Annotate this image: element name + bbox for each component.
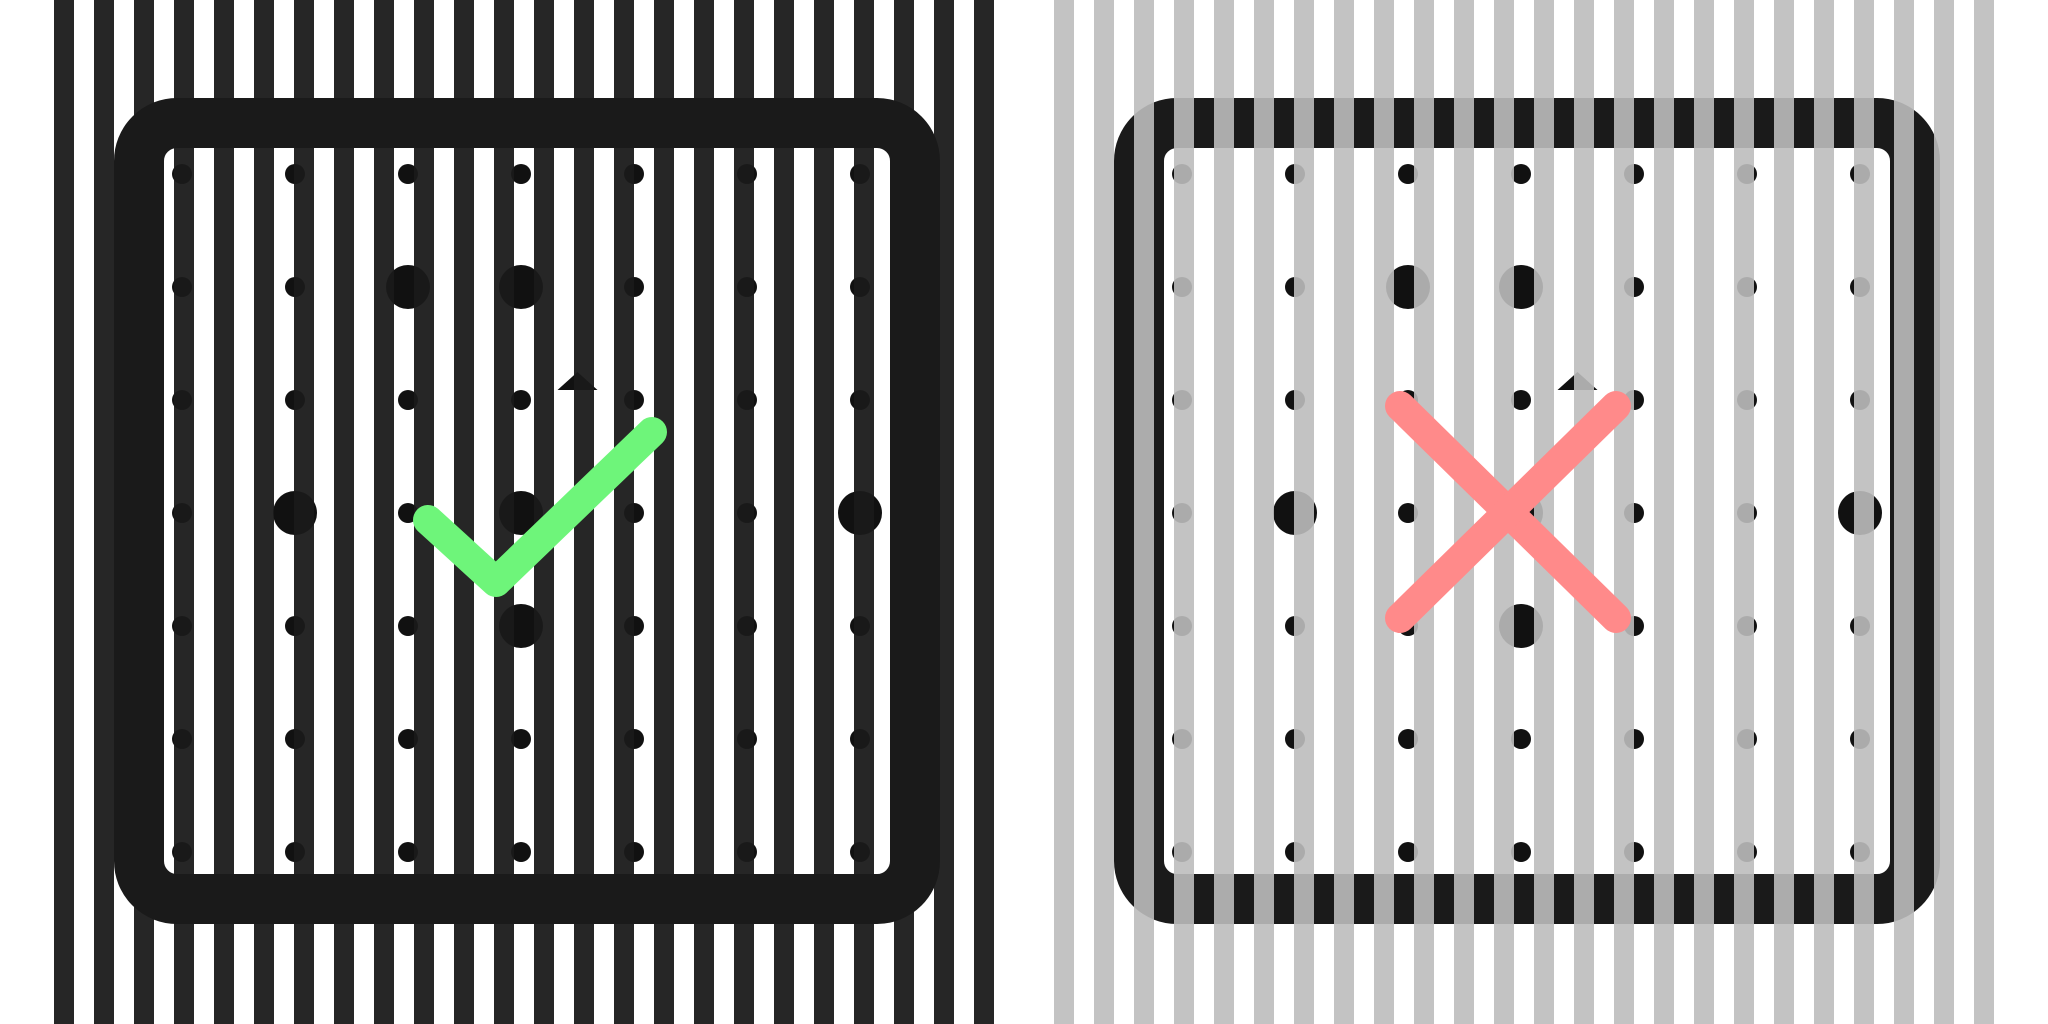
stripe (1974, 0, 1994, 1024)
stripe (214, 0, 234, 1024)
small-dot (511, 164, 531, 184)
stripe (1774, 0, 1794, 1024)
stripe (654, 0, 674, 1024)
stripe (814, 0, 834, 1024)
small-dot (398, 164, 418, 184)
small-dot (1398, 503, 1418, 523)
stripe (1654, 0, 1674, 1024)
stripe (854, 0, 874, 1024)
stripe (1534, 0, 1554, 1024)
stripe (1334, 0, 1354, 1024)
stripe (534, 0, 554, 1024)
stripe (1574, 0, 1594, 1024)
stripe (1094, 0, 1114, 1024)
stripe (1294, 0, 1314, 1024)
stripe (1894, 0, 1914, 1024)
small-dot (398, 729, 418, 749)
stripe (1694, 0, 1714, 1024)
small-dot (1398, 842, 1418, 862)
comparison-panel-incorrect (1054, 0, 2002, 1024)
small-dot (398, 616, 418, 636)
small-dot (398, 390, 418, 410)
stripe (734, 0, 754, 1024)
stripe (1374, 0, 1394, 1024)
small-dot (1511, 164, 1531, 184)
stripe (1054, 0, 1074, 1024)
stripe (134, 0, 154, 1024)
small-dot (1511, 842, 1531, 862)
stripe (614, 0, 634, 1024)
stripe (174, 0, 194, 1024)
stripe (1134, 0, 1154, 1024)
stripe (294, 0, 314, 1024)
vertical-stripes-overlay (1054, 0, 1994, 1024)
small-dot (1398, 729, 1418, 749)
stripe (454, 0, 474, 1024)
comparison-panel-correct (54, 0, 1002, 1024)
vertical-stripes-overlay (54, 0, 994, 1024)
panel-good-graphic (54, 0, 994, 1024)
stripe (934, 0, 954, 1024)
panel-bad-graphic (1054, 0, 1994, 1024)
stripe (374, 0, 394, 1024)
stripe (1254, 0, 1274, 1024)
stripe (1934, 0, 1954, 1024)
checkmark-icon (413, 417, 667, 597)
stripe (1174, 0, 1194, 1024)
stripe (1214, 0, 1234, 1024)
small-dot (511, 842, 531, 862)
stripe (1854, 0, 1874, 1024)
cross-icon (1385, 391, 1631, 633)
small-dot (1511, 390, 1531, 410)
stripe (774, 0, 794, 1024)
stripe (1614, 0, 1634, 1024)
cross-stroke (1385, 391, 1631, 633)
stripe (1734, 0, 1754, 1024)
small-dot (1398, 164, 1418, 184)
small-dot (511, 390, 531, 410)
stripe (334, 0, 354, 1024)
stripe (974, 0, 994, 1024)
stripe (1814, 0, 1834, 1024)
stripe (694, 0, 714, 1024)
stripe (1454, 0, 1474, 1024)
small-dot (398, 842, 418, 862)
stripe (1414, 0, 1434, 1024)
checkmark-stroke (413, 417, 667, 597)
small-dot (398, 503, 418, 523)
stripe (54, 0, 74, 1024)
small-dot (511, 729, 531, 749)
stripe (254, 0, 274, 1024)
small-dot (1511, 729, 1531, 749)
stripe (494, 0, 514, 1024)
stripe (94, 0, 114, 1024)
stripe (894, 0, 914, 1024)
